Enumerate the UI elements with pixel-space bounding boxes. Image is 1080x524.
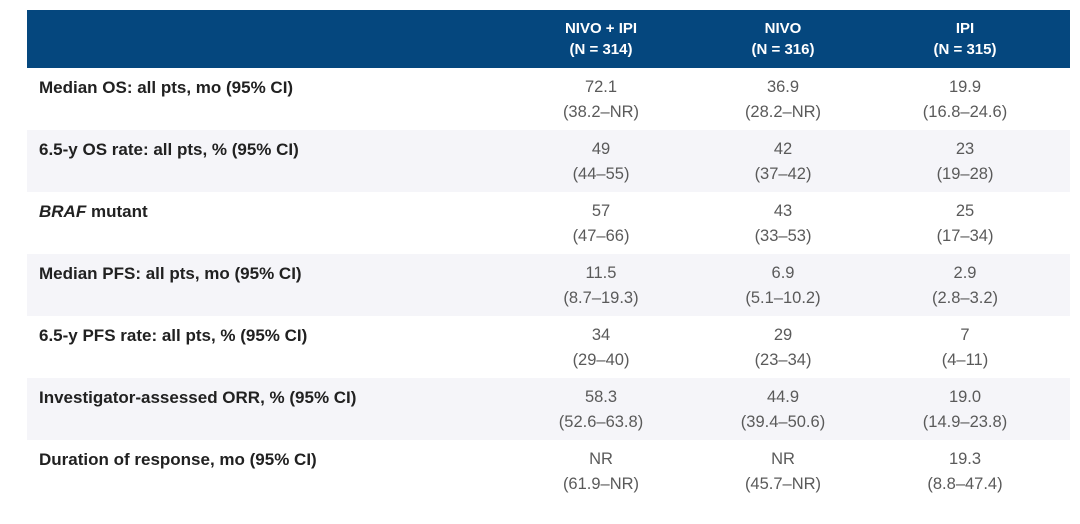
ci-range: (28.2–NR) xyxy=(744,103,822,121)
value: 2.9 xyxy=(953,264,977,282)
column-header-n: (N = 315) xyxy=(933,41,997,58)
value: 44.9 xyxy=(766,388,800,406)
table-row-median-pfs: Median PFS: all pts, mo (95% CI) 11.5 (8… xyxy=(27,254,1070,316)
row-label: 6.5-y OS rate: all pts, % (95% CI) xyxy=(27,137,510,192)
ci-range: (4–11) xyxy=(941,351,989,369)
value: 19.0 xyxy=(948,388,982,406)
table-row-duration-of-response: Duration of response, mo (95% CI) NR (61… xyxy=(27,440,1070,502)
ci-range: (16.8–24.6) xyxy=(922,103,1008,121)
column-header-n: (N = 314) xyxy=(569,41,633,58)
data-cell: 34 (29–40) xyxy=(510,323,692,378)
value: 72.1 xyxy=(584,78,618,96)
ci-range: (33–53) xyxy=(754,227,812,245)
ci-range: (8.7–19.3) xyxy=(563,289,639,307)
ci-range: (5.1–10.2) xyxy=(745,289,821,307)
ci-range: (2.8–3.2) xyxy=(931,289,999,307)
row-label: 6.5-y PFS rate: all pts, % (95% CI) xyxy=(27,323,510,378)
ci-range: (17–34) xyxy=(936,227,994,245)
row-label: Median OS: all pts, mo (95% CI) xyxy=(27,75,510,130)
data-cell: 36.9 (28.2–NR) xyxy=(692,75,874,130)
table-row-braf-mutant: BRAF mutant 57 (47–66) 43 (33–53) 25 (17–… xyxy=(27,192,1070,254)
column-header-nivo: NIVO (N = 316) xyxy=(692,18,874,68)
ci-range: (52.6–63.8) xyxy=(558,413,644,431)
row-label-text: Duration of response, mo (95% CI) xyxy=(39,450,317,469)
data-cell: 72.1 (38.2–NR) xyxy=(510,75,692,130)
ci-range: (23–34) xyxy=(754,351,812,369)
table-row-pfs-rate: 6.5-y PFS rate: all pts, % (95% CI) 34 (… xyxy=(27,316,1070,378)
data-cell: 11.5 (8.7–19.3) xyxy=(510,261,692,316)
ci-range: (29–40) xyxy=(572,351,630,369)
ci-range: (19–28) xyxy=(936,165,994,183)
value: 43 xyxy=(773,202,793,220)
row-label-text: Median OS: all pts, mo (95% CI) xyxy=(39,78,294,97)
data-cell: 7 (4–11) xyxy=(874,323,1056,378)
column-header-n: (N = 316) xyxy=(751,41,815,58)
data-cell: 19.3 (8.8–47.4) xyxy=(874,447,1056,502)
data-cell: 29 (23–34) xyxy=(692,323,874,378)
column-header-nivo-ipi: NIVO + IPI (N = 314) xyxy=(510,18,692,68)
data-cell: 49 (44–55) xyxy=(510,137,692,192)
value: NR xyxy=(771,450,795,468)
data-cell: 2.9 (2.8–3.2) xyxy=(874,261,1056,316)
value: 42 xyxy=(773,140,793,158)
data-cell: 25 (17–34) xyxy=(874,199,1056,254)
ci-range: (44–55) xyxy=(572,165,630,183)
value: 25 xyxy=(955,202,975,220)
data-cell: 19.9 (16.8–24.6) xyxy=(874,75,1056,130)
table-header-row: NIVO + IPI (N = 314) NIVO (N = 316) IPI … xyxy=(27,10,1070,68)
value: 6.9 xyxy=(771,264,795,282)
value: 11.5 xyxy=(585,264,617,282)
ci-range: (47–66) xyxy=(572,227,630,245)
value: NR xyxy=(589,450,613,468)
row-label-text: Investigator-assessed ORR, % (95% CI) xyxy=(39,388,357,407)
column-header-drug: NIVO + IPI xyxy=(564,20,638,37)
data-cell: 19.0 (14.9–23.8) xyxy=(874,385,1056,440)
column-header-drug: NIVO xyxy=(764,20,802,37)
row-label-text: 6.5-y OS rate: all pts, % (95% CI) xyxy=(39,140,299,159)
column-header-drug: IPI xyxy=(955,20,975,37)
row-label-text: 6.5-y PFS rate: all pts, % (95% CI) xyxy=(39,326,308,345)
data-cell: 42 (37–42) xyxy=(692,137,874,192)
ci-range: (61.9–NR) xyxy=(562,475,640,493)
value: 34 xyxy=(591,326,611,344)
data-cell: NR (45.7–NR) xyxy=(692,447,874,502)
data-cell: NR (61.9–NR) xyxy=(510,447,692,502)
row-label-text: Median PFS: all pts, mo (95% CI) xyxy=(39,264,302,283)
data-cell: 43 (33–53) xyxy=(692,199,874,254)
value: 36.9 xyxy=(766,78,800,96)
ci-range: (14.9–23.8) xyxy=(922,413,1008,431)
row-label: Investigator-assessed ORR, % (95% CI) xyxy=(27,385,510,440)
row-label-text: mutant xyxy=(90,202,148,221)
ci-range: (8.8–47.4) xyxy=(927,475,1003,493)
value: 19.9 xyxy=(948,78,982,96)
ci-range: (45.7–NR) xyxy=(744,475,822,493)
header-spacer xyxy=(27,18,510,68)
data-cell: 6.9 (5.1–10.2) xyxy=(692,261,874,316)
data-cell: 58.3 (52.6–63.8) xyxy=(510,385,692,440)
row-label-gene: BRAF xyxy=(39,202,87,221)
row-label: Median PFS: all pts, mo (95% CI) xyxy=(27,261,510,316)
value: 29 xyxy=(773,326,793,344)
value: 49 xyxy=(591,140,611,158)
ci-range: (38.2–NR) xyxy=(562,103,640,121)
column-header-ipi: IPI (N = 315) xyxy=(874,18,1056,68)
table-row-orr: Investigator-assessed ORR, % (95% CI) 58… xyxy=(27,378,1070,440)
value: 19.3 xyxy=(948,450,982,468)
value: 23 xyxy=(955,140,975,158)
table-row-median-os: Median OS: all pts, mo (95% CI) 72.1 (38… xyxy=(27,68,1070,130)
row-label: Duration of response, mo (95% CI) xyxy=(27,447,510,502)
ci-range: (39.4–50.6) xyxy=(740,413,826,431)
data-cell: 23 (19–28) xyxy=(874,137,1056,192)
ci-range: (37–42) xyxy=(754,165,812,183)
table-row-os-rate: 6.5-y OS rate: all pts, % (95% CI) 49 (4… xyxy=(27,130,1070,192)
data-cell: 57 (47–66) xyxy=(510,199,692,254)
data-cell: 44.9 (39.4–50.6) xyxy=(692,385,874,440)
outcomes-table: NIVO + IPI (N = 314) NIVO (N = 316) IPI … xyxy=(27,10,1070,502)
row-label: BRAF mutant xyxy=(27,199,510,254)
value: 7 xyxy=(960,326,970,344)
value: 57 xyxy=(591,202,611,220)
value: 58.3 xyxy=(584,388,618,406)
